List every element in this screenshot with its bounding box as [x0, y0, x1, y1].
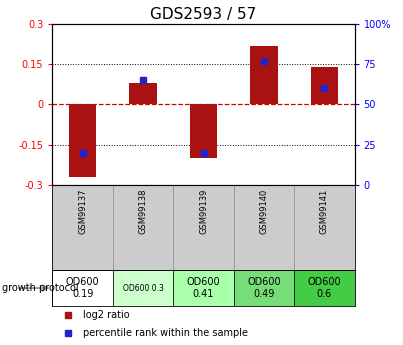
Bar [311, 67, 338, 105]
Title: GDS2593 / 57: GDS2593 / 57 [150, 7, 257, 22]
Bar [250, 46, 278, 105]
Text: OD600 0.3: OD600 0.3 [123, 284, 164, 293]
Bar [69, 105, 96, 177]
Text: GSM99138: GSM99138 [139, 189, 147, 234]
Bar [173, 270, 234, 306]
Text: log2 ratio: log2 ratio [83, 310, 129, 320]
Text: GSM99141: GSM99141 [320, 189, 329, 234]
Text: OD600
0.6: OD600 0.6 [307, 277, 341, 299]
Bar [52, 270, 113, 306]
Text: OD600
0.41: OD600 0.41 [187, 277, 220, 299]
Text: OD600
0.49: OD600 0.49 [247, 277, 281, 299]
Text: growth protocol: growth protocol [2, 283, 79, 293]
Text: GSM99139: GSM99139 [199, 189, 208, 234]
Text: GSM99140: GSM99140 [260, 189, 268, 234]
Text: GSM99137: GSM99137 [78, 189, 87, 234]
Bar [129, 83, 157, 105]
Text: percentile rank within the sample: percentile rank within the sample [83, 328, 247, 338]
Text: OD600
0.19: OD600 0.19 [66, 277, 100, 299]
Bar [190, 105, 217, 158]
Bar [234, 270, 294, 306]
Bar [113, 270, 173, 306]
Bar [294, 270, 355, 306]
